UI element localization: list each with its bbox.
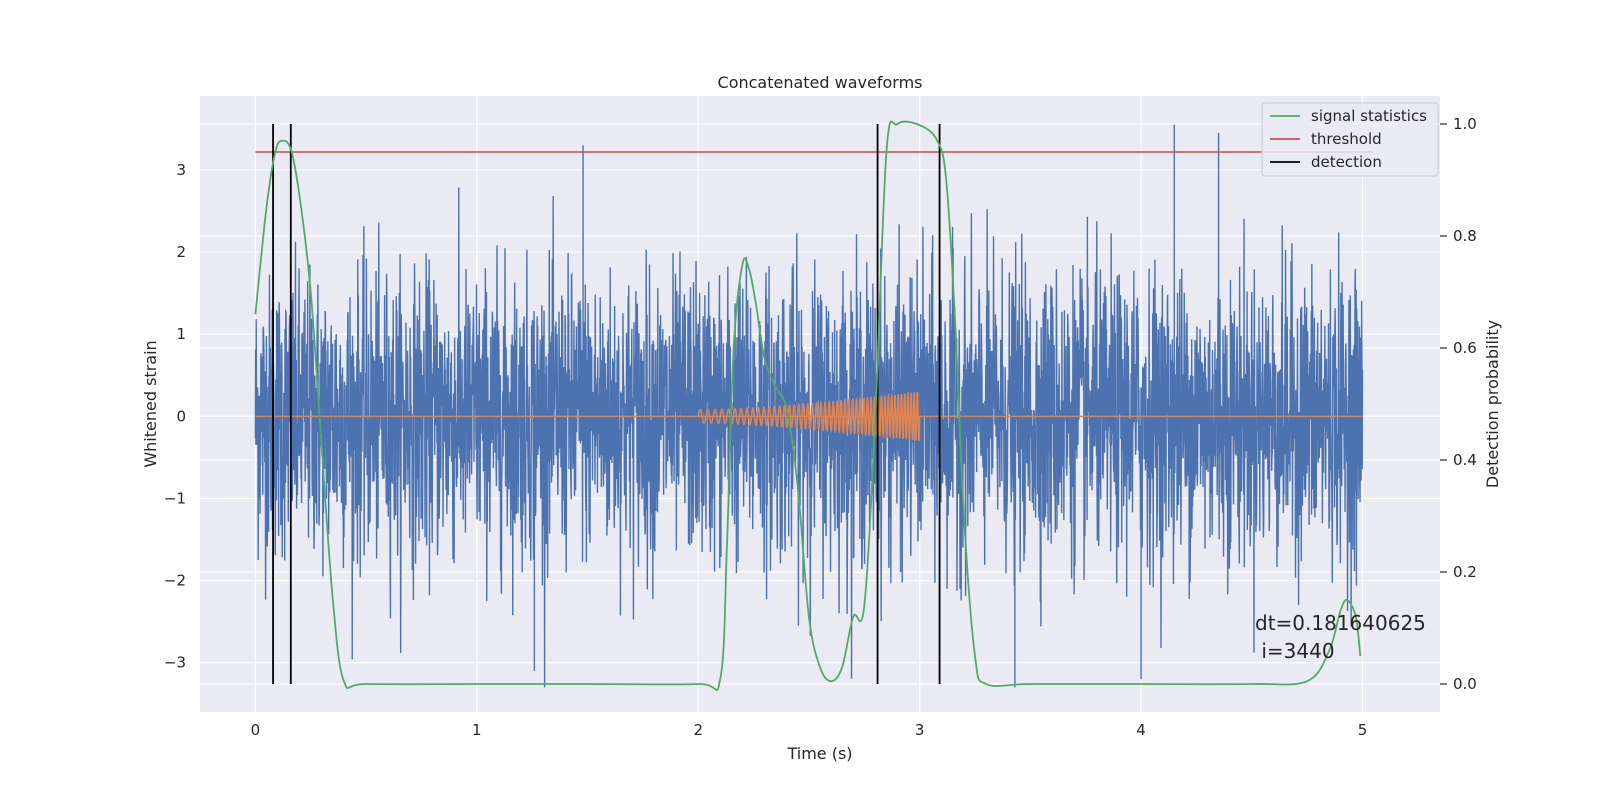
y-right-tick-label-3: 0.6 xyxy=(1453,339,1477,357)
annotation-dt: dt=0.181640625 xyxy=(1255,611,1426,635)
y-right-tick-label-0: 0.0 xyxy=(1453,675,1477,693)
x-tick-label-5: 5 xyxy=(1358,721,1368,739)
y-left-tick-label-4: 1 xyxy=(176,325,186,343)
legend-label-threshold: threshold xyxy=(1311,130,1382,148)
y-left-tick-label-3: 0 xyxy=(176,407,186,425)
x-tick-label-2: 2 xyxy=(693,721,703,739)
y-left-tick-label-6: 3 xyxy=(176,161,186,179)
y-right-tick-label-2: 0.4 xyxy=(1453,451,1477,469)
y-left-axis-ticks: −3 −2 −1 0 1 2 3 xyxy=(164,161,186,672)
series-injected-waveform xyxy=(697,391,921,441)
y-left-tick-label-5: 2 xyxy=(176,243,186,261)
y-right-axis-title: Detection probability xyxy=(1483,320,1502,488)
x-tick-label-3: 3 xyxy=(915,721,925,739)
plot-area xyxy=(254,120,1374,691)
series-detections xyxy=(272,124,941,684)
chart-title: Concatenated waveforms xyxy=(718,73,923,92)
y-right-axis-ticks: 0.0 0.2 0.4 0.6 0.8 1.0 xyxy=(1440,115,1477,693)
y-left-tick-label-0: −3 xyxy=(164,654,186,672)
legend: signal statistics threshold detection xyxy=(1261,102,1439,177)
x-tick-label-1: 1 xyxy=(472,721,482,739)
legend-label-detection: detection xyxy=(1311,153,1382,171)
x-tick-label-0: 0 xyxy=(251,721,261,739)
y-right-tick-label-4: 0.8 xyxy=(1453,227,1477,245)
y-left-tick-label-2: −1 xyxy=(164,489,186,507)
legend-label-statistics: signal statistics xyxy=(1311,107,1427,125)
series-signal-statistics xyxy=(254,120,1362,691)
legend-box xyxy=(1261,102,1439,177)
x-tick-label-4: 4 xyxy=(1136,721,1146,739)
x-axis-ticks: 0 1 2 3 4 5 xyxy=(251,721,1368,739)
annotation-index: i=3440 xyxy=(1255,639,1335,663)
y-right-tick-label-5: 1.0 xyxy=(1453,115,1477,133)
series-whitened-strain xyxy=(254,124,1364,688)
y-left-tick-label-1: −2 xyxy=(164,572,186,590)
x-axis-title: Time (s) xyxy=(786,744,852,763)
y-right-tick-label-1: 0.2 xyxy=(1453,563,1477,581)
y-left-axis-title: Whitened strain xyxy=(141,340,160,467)
